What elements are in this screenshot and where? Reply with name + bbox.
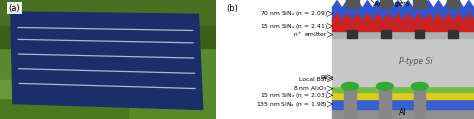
Bar	[0, 0, 216, 30]
Bar	[332, 31, 474, 38]
Text: (b): (b)	[226, 4, 238, 13]
Bar	[332, 92, 474, 99]
Bar	[0, 80, 216, 98]
Text: 135 nm SiN$_x$ (n = 1.98): 135 nm SiN$_x$ (n = 1.98)	[256, 100, 328, 109]
Bar	[413, 0, 426, 8]
Text: 8 nm Al$_2$O$_3$: 8 nm Al$_2$O$_3$	[293, 84, 328, 93]
Polygon shape	[332, 14, 474, 21]
Bar	[447, 0, 459, 8]
Text: Ag fingers: Ag fingers	[374, 1, 409, 7]
Text: 70 nm SiN$_x$ (n = 2.09): 70 nm SiN$_x$ (n = 2.09)	[260, 9, 328, 18]
Text: SE: SE	[320, 75, 328, 80]
Text: n$^+$ emitter: n$^+$ emitter	[293, 30, 328, 39]
Bar	[379, 90, 391, 119]
Bar	[448, 30, 458, 38]
Bar	[332, 8, 474, 21]
Text: 15 nm SiN$_x$ (n = 2.41): 15 nm SiN$_x$ (n = 2.41)	[260, 22, 328, 31]
Bar	[346, 0, 358, 8]
Text: 15 nm SiN$_x$ (n = 2.03): 15 nm SiN$_x$ (n = 2.03)	[260, 91, 328, 100]
Polygon shape	[11, 12, 203, 109]
Bar	[415, 30, 424, 38]
Polygon shape	[332, 1, 474, 8]
Text: Local BSF: Local BSF	[299, 77, 328, 82]
Bar	[347, 30, 357, 38]
Bar	[381, 30, 391, 38]
Ellipse shape	[342, 82, 358, 90]
Bar	[332, 86, 474, 92]
Ellipse shape	[411, 82, 428, 90]
Text: (a): (a)	[9, 4, 20, 13]
Bar	[129, 77, 216, 119]
Bar	[414, 90, 426, 119]
Text: P-type Si: P-type Si	[399, 57, 433, 66]
Bar	[332, 21, 474, 31]
Ellipse shape	[376, 82, 393, 90]
Bar	[0, 98, 216, 119]
Bar	[344, 90, 356, 119]
Bar	[332, 99, 474, 109]
Text: Al: Al	[399, 108, 407, 117]
Polygon shape	[332, 23, 474, 31]
Bar	[0, 26, 216, 48]
Bar	[332, 109, 474, 119]
Bar	[332, 38, 474, 86]
Bar	[380, 0, 392, 8]
